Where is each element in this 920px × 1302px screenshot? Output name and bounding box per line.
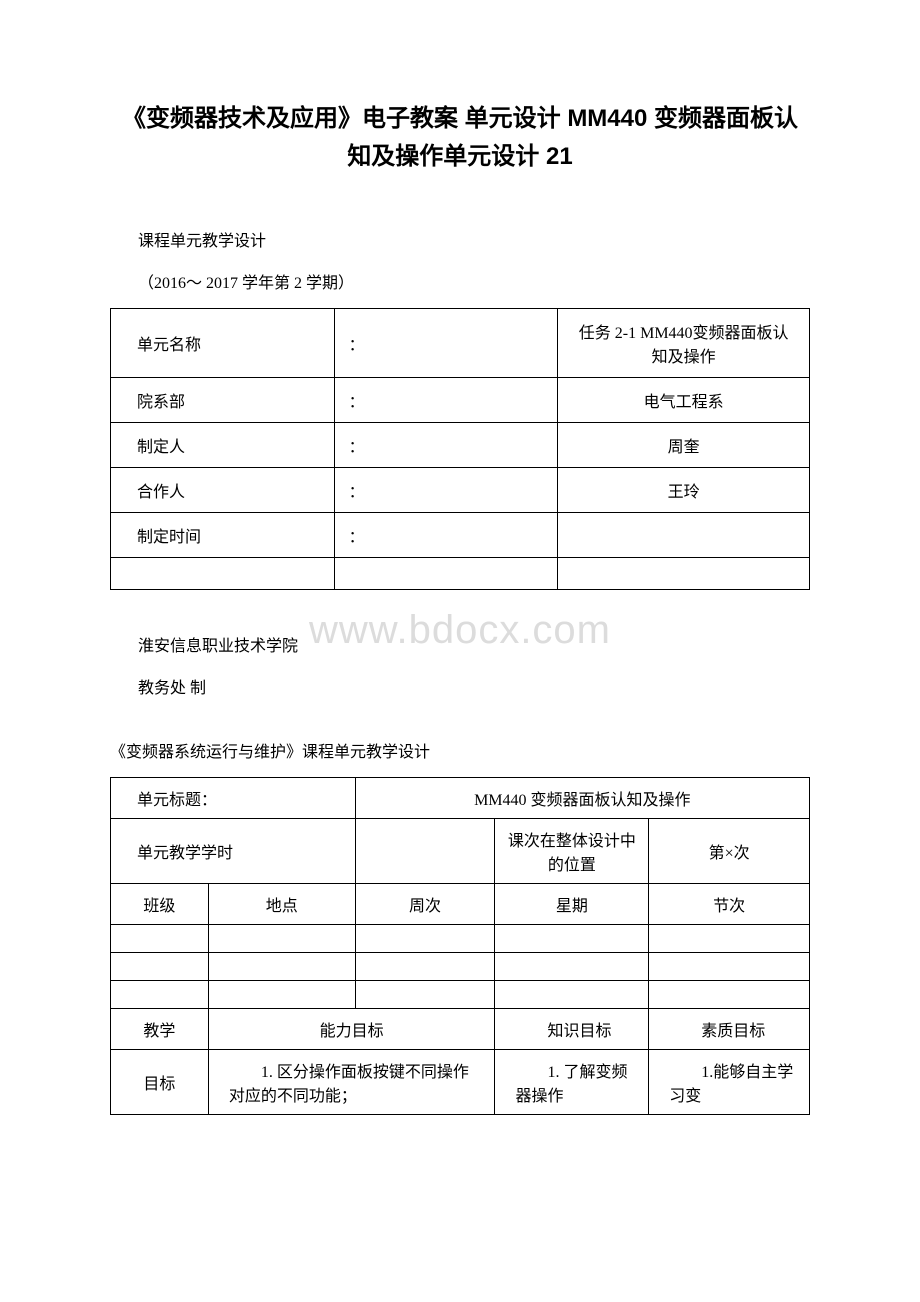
info-colon: ：: [334, 467, 558, 512]
info-label: 单元名称: [111, 308, 335, 377]
unit-title-value: MM440 变频器面板认知及操作: [355, 777, 809, 818]
course-heading: 《变频器系统运行与维护》课程单元教学设计: [110, 738, 810, 762]
col-weekday: 星期: [495, 883, 649, 924]
empty-cell: [649, 952, 810, 980]
empty-cell: [111, 557, 335, 589]
empty-cell: [111, 924, 209, 952]
semester-text: （2016～ 2017 学年第 2 学期）: [110, 269, 810, 293]
info-colon: ：: [334, 308, 558, 377]
empty-cell: [208, 952, 355, 980]
table-row: 班级 地点 周次 星期 节次: [111, 883, 810, 924]
info-value: 任务 2-1 MM440变频器面板认知及操作: [558, 308, 810, 377]
info-value: [558, 512, 810, 557]
empty-cell: [334, 557, 558, 589]
institution-name: 淮安信息职业技术学院: [110, 632, 810, 656]
empty-cell: [495, 952, 649, 980]
table-row-empty: [111, 924, 810, 952]
table-row: 制定时间 ：: [111, 512, 810, 557]
col-session: 节次: [649, 883, 810, 924]
document-title: 《变频器技术及应用》电子教案 单元设计 MM440 变频器面板认知及操作单元设计…: [110, 100, 810, 177]
info-value: 周奎: [558, 422, 810, 467]
design-table: 单元标题： MM440 变频器面板认知及操作 单元教学学时 课次在整体设计中的位…: [110, 777, 810, 1115]
teaching-hours-label: 单元教学学时: [111, 818, 356, 883]
table-row-spacer: [111, 557, 810, 589]
knowledge-detail: 1. 了解变频器操作: [495, 1049, 649, 1114]
quality-goal-label: 素质目标: [649, 1008, 810, 1049]
empty-cell: [495, 924, 649, 952]
quality-detail: 1.能够自主学习变: [649, 1049, 810, 1114]
empty-cell: [111, 952, 209, 980]
empty-cell: [111, 980, 209, 1008]
info-value: 王玲: [558, 467, 810, 512]
col-class: 班级: [111, 883, 209, 924]
info-label: 制定人: [111, 422, 335, 467]
section-heading: 课程单元教学设计: [110, 227, 810, 251]
col-location: 地点: [208, 883, 355, 924]
knowledge-goal-label: 知识目标: [495, 1008, 649, 1049]
info-label: 制定时间: [111, 512, 335, 557]
table-row: 院系部 ： 电气工程系: [111, 377, 810, 422]
table-row: 制定人 ： 周奎: [111, 422, 810, 467]
table-row: 单元标题： MM440 变频器面板认知及操作: [111, 777, 810, 818]
department-name: 教务处 制: [110, 674, 810, 698]
info-label: 合作人: [111, 467, 335, 512]
info-value: 电气工程系: [558, 377, 810, 422]
unit-title-label: 单元标题：: [111, 777, 356, 818]
table-row: 单元教学学时 课次在整体设计中的位置 第×次: [111, 818, 810, 883]
table-row: 教学 能力目标 知识目标 素质目标: [111, 1008, 810, 1049]
teaching-label-2: 目标: [111, 1049, 209, 1114]
empty-cell: [208, 980, 355, 1008]
table-row: 目标 1. 区分操作面板按键不同操作对应的不同功能； 1. 了解变频器操作 1.…: [111, 1049, 810, 1114]
empty-cell: [355, 980, 495, 1008]
empty-cell: [649, 980, 810, 1008]
empty-cell: [649, 924, 810, 952]
ability-detail: 1. 区分操作面板按键不同操作对应的不同功能；: [208, 1049, 495, 1114]
position-label: 课次在整体设计中的位置: [495, 818, 649, 883]
table-row-empty: [111, 952, 810, 980]
info-table: 单元名称 ： 任务 2-1 MM440变频器面板认知及操作 院系部 ： 电气工程…: [110, 308, 810, 590]
teaching-label-1: 教学: [111, 1008, 209, 1049]
info-label: 院系部: [111, 377, 335, 422]
empty-cell: [495, 980, 649, 1008]
empty-cell: [208, 924, 355, 952]
info-colon: ：: [334, 377, 558, 422]
info-colon: ：: [334, 422, 558, 467]
col-week: 周次: [355, 883, 495, 924]
table-row-empty: [111, 980, 810, 1008]
empty-cell: [558, 557, 810, 589]
empty-cell: [355, 952, 495, 980]
count-value: 第×次: [649, 818, 810, 883]
ability-goal-label: 能力目标: [208, 1008, 495, 1049]
empty-cell: [355, 924, 495, 952]
info-colon: ：: [334, 512, 558, 557]
teaching-hours-blank: [355, 818, 495, 883]
table-row: 单元名称 ： 任务 2-1 MM440变频器面板认知及操作: [111, 308, 810, 377]
table-row: 合作人 ： 王玲: [111, 467, 810, 512]
